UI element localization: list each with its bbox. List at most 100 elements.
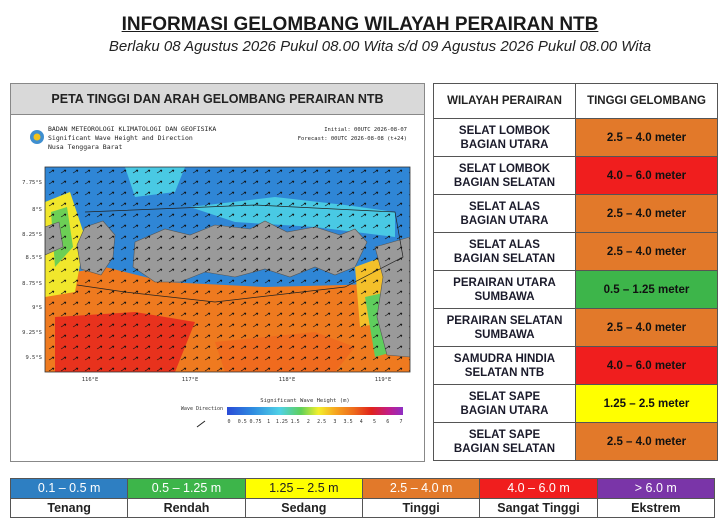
area-name: SELAT SAPE: [468, 390, 541, 403]
arrow: [228, 356, 235, 361]
arrow: [324, 268, 331, 273]
arrow: [132, 246, 139, 251]
arrow: [72, 356, 79, 361]
arrow: [240, 334, 247, 339]
arrow: [324, 312, 331, 317]
arrow: [144, 312, 151, 317]
legend-range: 1.25 – 2.5 m: [245, 479, 362, 499]
arrow: [156, 257, 163, 262]
arrow: [120, 268, 127, 273]
arrow: [372, 169, 379, 174]
arrow: [252, 345, 259, 350]
arrow: [336, 279, 343, 284]
arrow: [84, 169, 91, 174]
arrow: [120, 191, 127, 196]
arrow: [168, 224, 175, 229]
arrow: [324, 345, 331, 350]
column-header: TINGGI GELOMBANG: [575, 83, 718, 119]
arrow: [384, 213, 391, 218]
arrow: [240, 235, 247, 240]
direction-label: Wave Direction: [181, 406, 223, 412]
arrow: [228, 323, 235, 328]
arrow: [336, 334, 343, 339]
arrow: [360, 301, 367, 306]
arrow: [192, 323, 199, 328]
area-name: PERAIRAN SELATAN: [446, 314, 563, 327]
arrow: [120, 169, 127, 174]
arrow: [168, 257, 175, 262]
arrow: [348, 224, 355, 229]
arrow: [216, 202, 223, 207]
arrow: [108, 224, 115, 229]
table-row: SELAT LOMBOK BAGIAN SELATAN 4.0 – 6.0 mete…: [433, 156, 718, 195]
arrow: [216, 323, 223, 328]
wave-map: BADAN METEOROLOGI KLIMATOLOGI DAN GEOFIS…: [15, 117, 420, 459]
arrow: [384, 169, 391, 174]
arrow: [360, 213, 367, 218]
arrow: [360, 279, 367, 284]
arrow: [240, 301, 247, 306]
arrow: [120, 301, 127, 306]
arrow: [396, 345, 403, 350]
arrow: [84, 345, 91, 350]
arrow: [312, 356, 319, 361]
arrow: [84, 180, 91, 185]
arrow: [144, 246, 151, 251]
arrow: [312, 312, 319, 317]
arrow: [120, 323, 127, 328]
arrow: [300, 213, 307, 218]
area-name: SUMBAWA: [474, 290, 535, 303]
arrow: [264, 356, 271, 361]
arrow: [120, 334, 127, 339]
arrow: [168, 213, 175, 218]
arrow: [60, 301, 67, 306]
arrow: [192, 202, 199, 207]
arrow: [312, 345, 319, 350]
arrow: [252, 301, 259, 306]
colorbar-tick: 5: [373, 419, 376, 425]
arrow: [288, 257, 295, 262]
area-cell: SELAT ALAS BAGIAN UTARA: [433, 194, 576, 233]
arrow: [144, 334, 151, 339]
arrow: [96, 301, 103, 306]
table-row: SELAT ALAS BAGIAN UTARA 2.5 – 4.0 meter: [433, 194, 718, 233]
arrow: [276, 169, 283, 174]
arrow: [192, 169, 199, 174]
arrow: [384, 290, 391, 295]
area-cell: SELAT SAPE BAGIAN UTARA: [433, 384, 576, 423]
arrow: [96, 180, 103, 185]
arrow: [372, 224, 379, 229]
arrow: [60, 235, 67, 240]
arrow: [348, 279, 355, 284]
arrow: [240, 345, 247, 350]
area-name: BAGIAN UTARA: [460, 138, 549, 151]
table-row: SAMUDRA HINDIA SELATAN NTB 4.0 – 6.0 meter: [433, 346, 718, 385]
arrow: [252, 169, 259, 174]
legend-item: 0.5 – 1.25 m Rendah: [128, 479, 246, 517]
arrow: [384, 180, 391, 185]
arrow: [264, 246, 271, 251]
arrow: [180, 312, 187, 317]
arrow: [312, 301, 319, 306]
arrow: [372, 367, 379, 372]
arrow: [108, 235, 115, 240]
arrow: [168, 246, 175, 251]
arrow: [192, 345, 199, 350]
arrow: [348, 169, 355, 174]
arrow: [120, 235, 127, 240]
arrow: [192, 246, 199, 251]
arrow: [192, 213, 199, 218]
arrow: [108, 334, 115, 339]
arrow: [216, 268, 223, 273]
legend-label: Ekstrem: [631, 501, 681, 515]
arrow: [48, 180, 55, 185]
arrow: [96, 169, 103, 174]
arrow: [84, 290, 91, 295]
arrow: [300, 235, 307, 240]
arrow: [96, 224, 103, 229]
arrow: [264, 257, 271, 262]
lat-label: 7.75°S: [22, 180, 42, 186]
arrow: [240, 356, 247, 361]
arrow: [228, 268, 235, 273]
arrow: [360, 224, 367, 229]
